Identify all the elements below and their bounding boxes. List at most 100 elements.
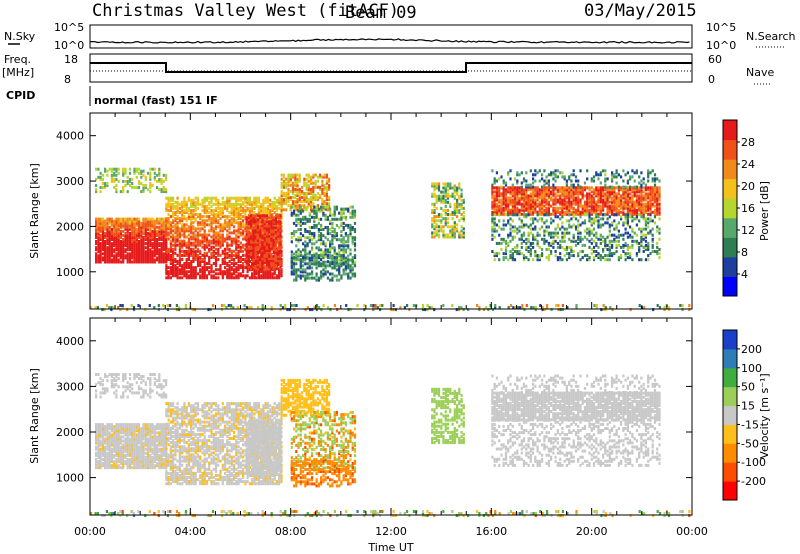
power-cell <box>165 221 168 225</box>
power-cell <box>608 215 611 219</box>
power-cell <box>146 260 150 264</box>
power-cell <box>226 198 229 202</box>
power-cell <box>649 202 652 206</box>
power-cell <box>520 190 523 194</box>
power-cell <box>545 198 548 202</box>
power-cell <box>108 225 111 229</box>
power-cell <box>219 253 222 257</box>
power-cell <box>273 204 276 208</box>
power-cell <box>338 244 341 248</box>
power-cell <box>433 215 436 219</box>
power-cell <box>131 260 134 264</box>
power-cell <box>226 204 229 208</box>
power-cell <box>235 247 238 251</box>
power-cell <box>208 202 211 206</box>
power-cell <box>162 190 165 194</box>
power-cell <box>250 238 253 242</box>
power-cell <box>306 274 309 278</box>
power-cell <box>239 213 242 216</box>
power-cell <box>622 192 625 196</box>
power-cell <box>313 205 316 209</box>
power-cell <box>620 202 623 206</box>
power-cell <box>194 217 197 221</box>
power-cell <box>656 210 659 214</box>
power-cell <box>581 250 584 253</box>
power-cell <box>586 204 589 208</box>
power-cell <box>290 254 293 258</box>
power-cell <box>97 244 100 248</box>
power-cell <box>190 237 193 241</box>
power-cell <box>322 205 325 209</box>
power-cell <box>199 258 202 261</box>
power-cell <box>620 206 623 210</box>
power-cell <box>279 250 282 254</box>
power-cell <box>192 243 195 247</box>
power-cell <box>223 270 227 274</box>
power-cell <box>101 252 104 256</box>
power-cell <box>308 260 311 264</box>
power-cell <box>201 253 204 257</box>
power-cell <box>340 234 343 238</box>
power-cell <box>244 258 247 261</box>
power-cell <box>534 194 537 198</box>
power-cell <box>444 211 447 214</box>
power-cell <box>122 238 125 241</box>
power-cell <box>313 223 316 227</box>
power-cell <box>244 209 247 212</box>
power-cell <box>317 276 320 280</box>
power-cell <box>547 194 550 198</box>
power-cell <box>237 258 240 261</box>
power-cell <box>106 240 109 243</box>
power-cell <box>298 191 301 195</box>
power-cell <box>214 272 218 276</box>
power-cell <box>527 258 530 262</box>
power-cell <box>347 276 350 280</box>
power-cell <box>113 223 116 227</box>
power-cell <box>97 246 100 250</box>
power-cell <box>579 231 582 235</box>
nsky-tick-bottom: 10^0 <box>54 39 84 52</box>
power-cell <box>306 262 309 266</box>
power-cell <box>347 226 350 229</box>
power-cell <box>162 223 165 227</box>
power-cell <box>140 221 143 225</box>
power-cell <box>230 255 233 259</box>
power-cell <box>556 190 559 194</box>
power-cell <box>128 260 132 264</box>
power-cell <box>253 200 256 204</box>
power-cell <box>194 239 197 243</box>
power-cell <box>282 194 286 197</box>
power-cell <box>106 236 109 239</box>
power-cell <box>110 242 113 246</box>
power-cell <box>110 254 113 258</box>
power-cell <box>214 231 218 235</box>
power-cell <box>460 225 463 229</box>
power-cell <box>446 192 450 196</box>
power-cell <box>110 217 113 221</box>
power-cell <box>507 202 510 206</box>
power-cell <box>579 190 582 194</box>
power-cell <box>279 246 282 250</box>
power-cell <box>176 231 179 235</box>
power-cell <box>333 274 336 278</box>
power-cell <box>144 177 147 181</box>
power-cell <box>292 230 296 234</box>
power-cell <box>322 256 325 260</box>
power-cell <box>631 200 634 204</box>
power-cell <box>239 225 242 229</box>
power-cell <box>272 240 275 244</box>
power-cell <box>272 261 275 265</box>
power-cell <box>511 206 514 210</box>
power-cell <box>99 250 102 254</box>
power-cell <box>312 196 315 199</box>
power-cell <box>110 244 113 248</box>
power-cell <box>586 194 589 198</box>
power-cell <box>265 224 268 228</box>
power-cell <box>331 246 334 250</box>
power-cell <box>658 212 661 216</box>
power-cell <box>509 250 512 253</box>
power-cell <box>631 204 634 208</box>
power-cell <box>108 167 111 171</box>
power-cell <box>176 221 179 225</box>
power-cell <box>160 256 163 260</box>
